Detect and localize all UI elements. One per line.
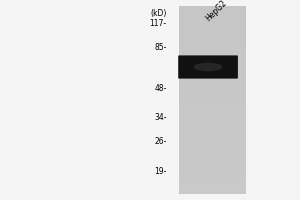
Bar <box>178 31 246 37</box>
FancyBboxPatch shape <box>178 55 238 79</box>
Bar <box>178 150 246 156</box>
Bar <box>178 12 246 19</box>
Bar <box>178 44 246 50</box>
Text: 117-: 117- <box>149 19 167 27</box>
Bar <box>178 138 246 144</box>
Text: 85-: 85- <box>154 44 167 52</box>
Text: 34-: 34- <box>154 112 167 121</box>
Text: (kD): (kD) <box>150 9 166 18</box>
Bar <box>178 169 246 175</box>
Bar <box>178 87 246 94</box>
Bar <box>178 181 246 188</box>
Bar <box>178 81 246 87</box>
Bar <box>178 56 246 62</box>
Text: 26-: 26- <box>154 138 167 146</box>
Bar <box>178 6 246 12</box>
Bar <box>178 6 246 194</box>
Bar <box>178 175 246 181</box>
Bar <box>178 100 246 106</box>
Text: 19-: 19- <box>154 168 167 176</box>
Bar <box>178 113 246 119</box>
Text: HepG2: HepG2 <box>204 0 229 23</box>
Bar <box>178 163 246 169</box>
Bar <box>178 50 246 56</box>
Text: 48-: 48- <box>154 84 167 93</box>
Bar <box>178 106 246 113</box>
Bar <box>178 131 246 138</box>
Ellipse shape <box>194 63 223 71</box>
Bar <box>178 37 246 44</box>
Bar <box>178 94 246 100</box>
Bar <box>178 25 246 31</box>
Bar <box>178 125 246 131</box>
Bar <box>178 156 246 163</box>
Bar <box>178 19 246 25</box>
Bar <box>178 69 246 75</box>
Bar <box>178 144 246 150</box>
Bar <box>178 119 246 125</box>
Bar <box>178 75 246 81</box>
Bar <box>178 62 246 69</box>
Bar <box>178 188 246 194</box>
